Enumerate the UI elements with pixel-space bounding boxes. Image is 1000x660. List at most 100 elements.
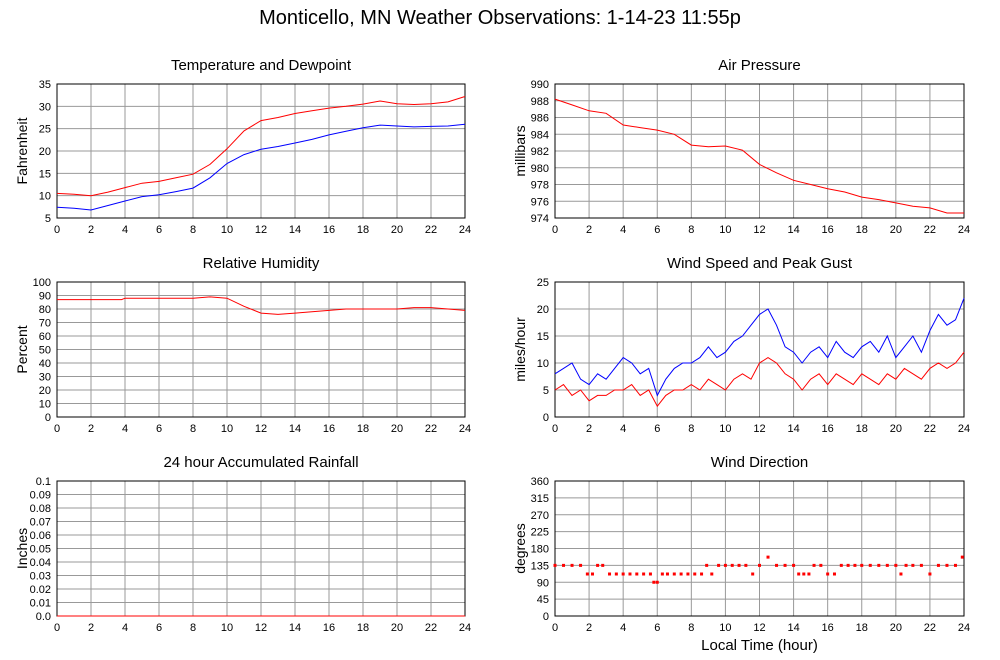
data-point: [686, 572, 690, 576]
data-point: [846, 563, 850, 567]
x-tick-label: 16: [822, 622, 834, 634]
data-point: [899, 572, 903, 576]
y-tick-label: 0.02: [30, 584, 51, 596]
x-tick-label: 0: [54, 423, 60, 435]
data-point: [960, 555, 964, 559]
y-tick-label: 0.03: [30, 571, 51, 583]
x-tick-label: 20: [890, 224, 902, 236]
y-tick-label: 40: [39, 358, 51, 370]
x-tick-label: 22: [924, 423, 936, 435]
data-point: [642, 572, 646, 576]
data-point: [679, 572, 683, 576]
x-tick-label: 14: [289, 423, 301, 435]
data-point: [877, 563, 881, 567]
data-point: [737, 563, 741, 567]
y-axis-label: miles/hour: [512, 317, 528, 382]
x-tick-label: 18: [856, 622, 868, 634]
x-tick-label: 24: [958, 622, 970, 634]
x-tick-label: 0: [54, 224, 60, 236]
y-axis-label: Inches: [14, 528, 30, 569]
y-tick-label: 80: [39, 304, 51, 316]
x-tick-label: 10: [719, 622, 731, 634]
chart-title: Air Pressure: [718, 57, 801, 74]
y-tick-label: 50: [39, 345, 51, 357]
x-tick-label: 18: [357, 224, 369, 236]
x-tick-label: 24: [459, 622, 471, 634]
data-point: [693, 572, 697, 576]
x-tick-label: 20: [391, 622, 403, 634]
y-axis-label: Percent: [14, 325, 30, 373]
y-tick-label: 15: [39, 168, 51, 180]
plot-frame: [554, 83, 965, 219]
x-tick-label: 18: [357, 423, 369, 435]
x-tick-label: 18: [856, 224, 868, 236]
data-point: [730, 563, 734, 567]
y-tick-label: 45: [537, 594, 549, 606]
data-point: [648, 572, 652, 576]
x-tick-label: 8: [688, 423, 694, 435]
data-point: [665, 572, 669, 576]
x-axis-label: Local Time (hour): [701, 637, 818, 654]
series-line-1: [57, 296, 466, 315]
y-tick-label: 60: [39, 331, 51, 343]
data-point: [579, 563, 583, 567]
y-tick-label: 90: [39, 291, 51, 303]
x-tick-label: 18: [856, 423, 868, 435]
x-tick-label: 2: [88, 622, 94, 634]
data-point: [826, 572, 830, 576]
data-point: [945, 563, 949, 567]
x-tick-label: 12: [255, 622, 267, 634]
y-tick-label: 100: [33, 277, 51, 289]
x-tick-label: 8: [190, 224, 196, 236]
data-point: [911, 563, 915, 567]
data-point: [751, 572, 755, 576]
data-point: [868, 563, 872, 567]
y-tick-label: 180: [531, 544, 549, 556]
x-tick-label: 22: [425, 224, 437, 236]
y-tick-label: 10: [39, 399, 51, 411]
y-tick-label: 90: [537, 577, 549, 589]
x-tick-label: 22: [924, 622, 936, 634]
data-point: [919, 563, 923, 567]
x-tick-label: 0: [552, 622, 558, 634]
x-tick-label: 22: [425, 423, 437, 435]
x-tick-label: 6: [156, 224, 162, 236]
y-tick-label: 0.04: [30, 557, 51, 569]
data-point: [860, 563, 864, 567]
y-tick-label: 25: [537, 277, 549, 289]
series-line-1: [554, 98, 964, 214]
x-tick-label: 10: [221, 224, 233, 236]
x-tick-label: 16: [323, 622, 335, 634]
data-point: [710, 572, 714, 576]
chart-title: Temperature and Dewpoint: [171, 57, 352, 74]
data-point: [717, 563, 721, 567]
y-tick-label: 978: [531, 180, 549, 192]
chart-title: 24 hour Accumulated Rainfall: [163, 454, 358, 471]
y-tick-label: 25: [39, 124, 51, 136]
data-point: [700, 572, 704, 576]
x-tick-label: 2: [88, 423, 94, 435]
y-tick-label: 35: [39, 79, 51, 91]
x-tick-label: 24: [459, 224, 471, 236]
x-tick-label: 12: [255, 423, 267, 435]
y-tick-label: 0: [543, 412, 549, 424]
data-point: [585, 572, 589, 576]
y-tick-label: 990: [531, 79, 549, 91]
y-tick-label: 986: [531, 113, 549, 125]
x-tick-label: 4: [620, 224, 626, 236]
y-tick-label: 988: [531, 96, 549, 108]
data-point: [904, 563, 908, 567]
data-point: [608, 572, 612, 576]
y-tick-label: 5: [45, 213, 51, 225]
data-point: [802, 572, 806, 576]
y-axis-label: millibars: [512, 125, 528, 176]
data-point: [885, 563, 889, 567]
y-tick-label: 980: [531, 163, 549, 175]
data-point: [570, 563, 574, 567]
x-tick-label: 24: [958, 423, 970, 435]
data-point: [723, 563, 727, 567]
x-tick-label: 14: [787, 622, 799, 634]
